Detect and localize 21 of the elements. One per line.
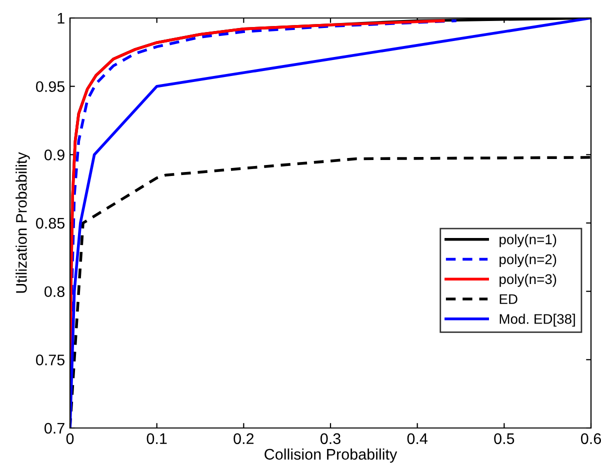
x-tick-label: 0.3 (320, 433, 340, 444)
legend-label: ED (500, 294, 518, 304)
legend-label: poly(n=2) (500, 254, 556, 267)
legend-label: poly(n=1) (500, 234, 556, 248)
y-tick-label: 0.9 (44, 150, 64, 160)
x-tick-label: 0.5 (494, 433, 514, 444)
x-tick-label: 0.2 (234, 433, 254, 444)
y-tick-label: 0.95 (36, 81, 64, 92)
y-tick-label: 0.85 (36, 218, 64, 229)
y-axis-title: Utilization Probability (16, 152, 30, 293)
x-tick-label: 0.4 (407, 433, 428, 444)
legend-label: Mod. ED[38] (500, 314, 575, 327)
x-tick-label: 0 (66, 433, 74, 444)
y-tick-label: 0.8 (44, 286, 64, 298)
legend-label: poly(n=3) (500, 274, 556, 287)
x-tick-label: 0.6 (580, 433, 601, 444)
x-tick-label: 0.1 (146, 433, 167, 444)
y-tick-label: 0.75 (36, 354, 64, 366)
y-tick-label: 0.7 (44, 422, 64, 434)
x-axis-title: Collision Probability (264, 448, 398, 463)
y-tick-label: 1 (58, 13, 64, 24)
